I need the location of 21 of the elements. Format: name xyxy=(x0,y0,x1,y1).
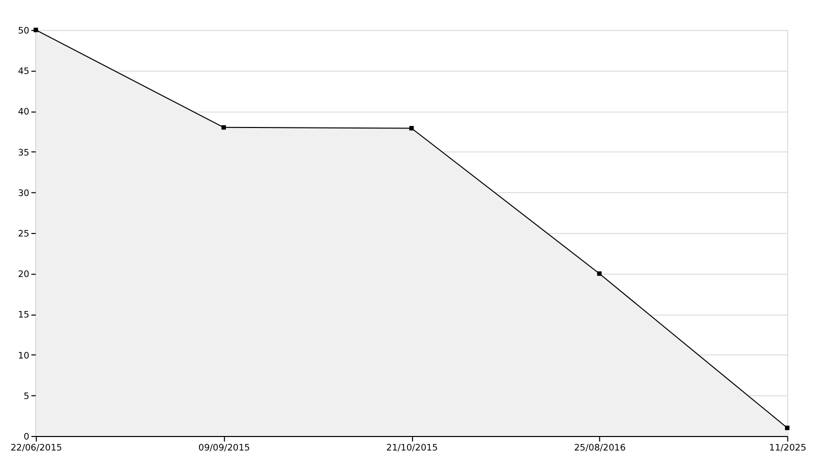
y-tick-label: 15 xyxy=(18,310,30,321)
x-tick-label: 25/08/2016 xyxy=(574,443,626,454)
y-tick-label: 5 xyxy=(24,392,30,402)
point xyxy=(34,28,38,32)
x-tick-label: 09/09/2015 xyxy=(198,443,250,454)
y-tick-label: 40 xyxy=(18,108,30,118)
point xyxy=(785,426,790,430)
x-tick-label: 22/06/2015 xyxy=(10,443,62,454)
x-tick-label: 21/10/2015 xyxy=(386,443,438,454)
y-tick-label: 45 xyxy=(18,67,30,78)
y-tick-label: 10 xyxy=(18,351,30,362)
x-tick-label: 11/2025 xyxy=(769,443,806,454)
y-tick-label: 30 xyxy=(18,188,30,199)
point xyxy=(409,126,414,130)
y-tick-label: 20 xyxy=(18,270,30,280)
y-tick-label: 35 xyxy=(18,148,30,158)
point xyxy=(221,125,226,130)
y-tick-label: 50 xyxy=(18,26,30,36)
y-tick-label: 0 xyxy=(24,432,30,442)
y-tick-label: 25 xyxy=(18,229,30,240)
point xyxy=(597,271,602,276)
